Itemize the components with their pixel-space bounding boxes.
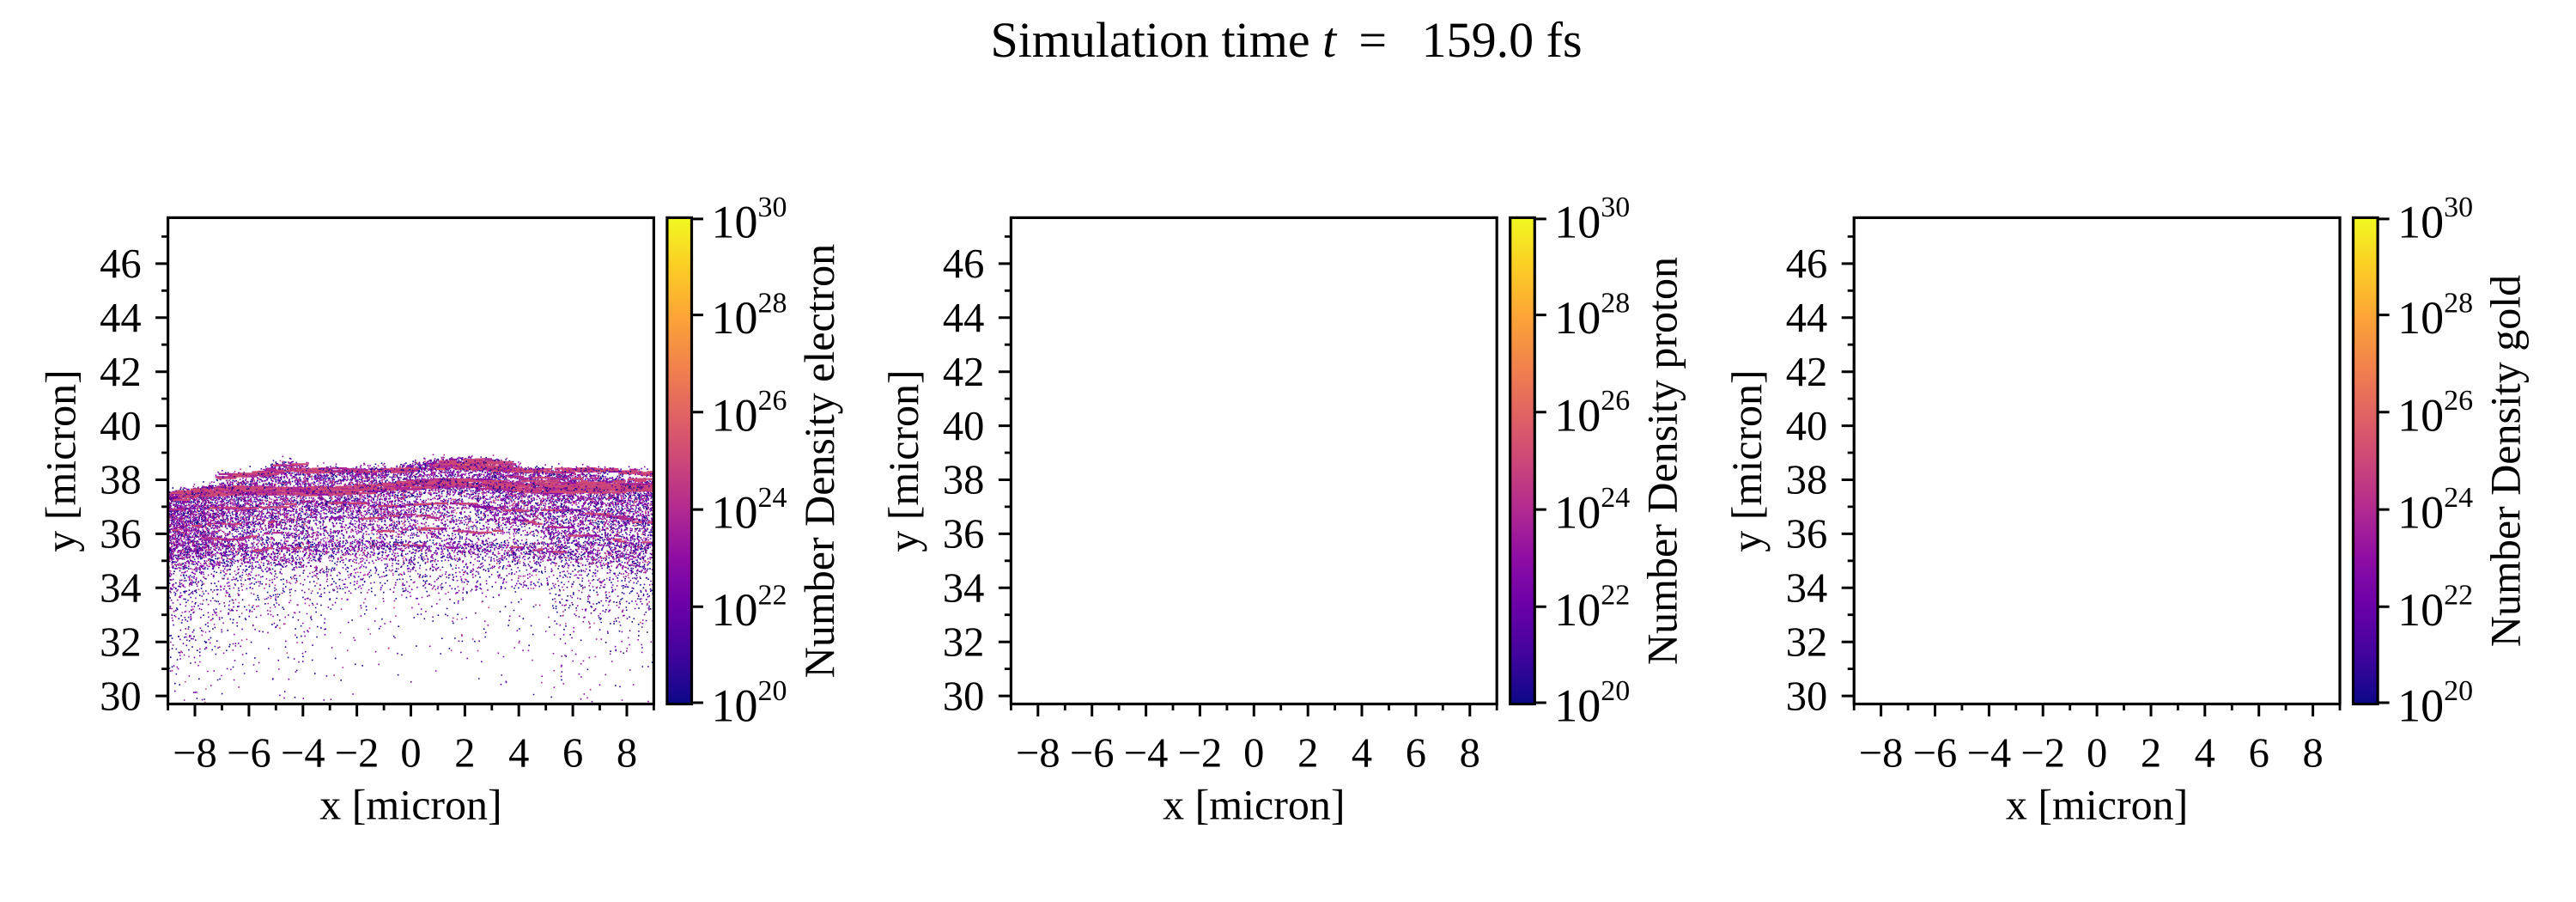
svg-text:−4: −4 [1124, 730, 1169, 776]
svg-text:1024: 1024 [712, 482, 787, 539]
svg-text:−6: −6 [1070, 730, 1115, 776]
svg-text:46: 46 [100, 241, 142, 287]
svg-text:1030: 1030 [1554, 192, 1630, 248]
svg-text:−8: −8 [1016, 730, 1060, 776]
svg-text:36: 36 [100, 512, 142, 558]
svg-text:4: 4 [1352, 730, 1372, 776]
svg-text:x [micron]: x [micron] [319, 781, 501, 829]
svg-text:34: 34 [100, 566, 142, 612]
svg-text:8: 8 [2302, 730, 2323, 776]
svg-text:30: 30 [1786, 673, 1828, 719]
svg-text:44: 44 [1786, 296, 1828, 341]
svg-text:34: 34 [943, 566, 985, 612]
svg-text:Simulation time t = 159.0 f: Simulation time t = 159.0 fs [990, 12, 1582, 68]
svg-text:0: 0 [1243, 730, 1264, 776]
svg-text:2: 2 [1297, 730, 1318, 776]
svg-text:−6: −6 [227, 730, 271, 776]
svg-text:−6: −6 [1913, 730, 1958, 776]
svg-text:32: 32 [100, 619, 142, 665]
svg-text:40: 40 [1786, 404, 1828, 449]
svg-text:36: 36 [1786, 512, 1828, 558]
svg-text:y [micron]: y [micron] [1722, 369, 1771, 552]
svg-text:40: 40 [943, 404, 985, 449]
svg-text:46: 46 [943, 241, 985, 287]
svg-text:4: 4 [2195, 730, 2215, 776]
svg-text:Number Density electron: Number Density electron [795, 244, 843, 678]
svg-text:44: 44 [100, 296, 142, 341]
svg-text:Number Density gold: Number Density gold [2482, 275, 2530, 647]
svg-text:−8: −8 [1859, 730, 1904, 776]
svg-text:32: 32 [943, 619, 985, 665]
svg-text:x [micron]: x [micron] [2006, 781, 2188, 829]
svg-text:2: 2 [2141, 730, 2161, 776]
svg-text:0: 0 [400, 730, 421, 776]
svg-text:6: 6 [562, 730, 583, 776]
svg-text:6: 6 [2249, 730, 2269, 776]
svg-text:44: 44 [943, 296, 985, 341]
svg-text:34: 34 [1786, 566, 1828, 612]
svg-text:8: 8 [1460, 730, 1480, 776]
svg-text:38: 38 [1786, 458, 1828, 503]
svg-text:36: 36 [943, 512, 985, 558]
svg-text:32: 32 [1786, 619, 1828, 665]
svg-text:−2: −2 [2020, 730, 2065, 776]
svg-text:−4: −4 [1967, 730, 2012, 776]
svg-text:−2: −2 [335, 730, 380, 776]
svg-text:30: 30 [943, 673, 985, 719]
svg-text:4: 4 [508, 730, 529, 776]
svg-text:x [micron]: x [micron] [1163, 781, 1345, 829]
svg-text:30: 30 [100, 673, 142, 719]
svg-text:6: 6 [1406, 730, 1426, 776]
svg-text:40: 40 [100, 404, 142, 449]
svg-text:42: 42 [1786, 350, 1828, 395]
svg-text:y [micron]: y [micron] [879, 369, 927, 552]
svg-text:y [micron]: y [micron] [36, 369, 84, 552]
svg-text:0: 0 [2087, 730, 2107, 776]
svg-text:−4: −4 [281, 730, 325, 776]
svg-text:42: 42 [943, 350, 985, 395]
svg-text:2: 2 [454, 730, 475, 776]
svg-text:46: 46 [1786, 241, 1828, 287]
svg-text:42: 42 [100, 350, 142, 395]
svg-text:38: 38 [100, 458, 142, 503]
svg-text:38: 38 [943, 458, 985, 503]
svg-text:−8: −8 [173, 730, 217, 776]
svg-text:Number Density proton: Number Density proton [1638, 257, 1686, 665]
svg-text:8: 8 [617, 730, 637, 776]
svg-text:1020: 1020 [712, 675, 787, 732]
svg-text:−2: −2 [1178, 730, 1223, 776]
